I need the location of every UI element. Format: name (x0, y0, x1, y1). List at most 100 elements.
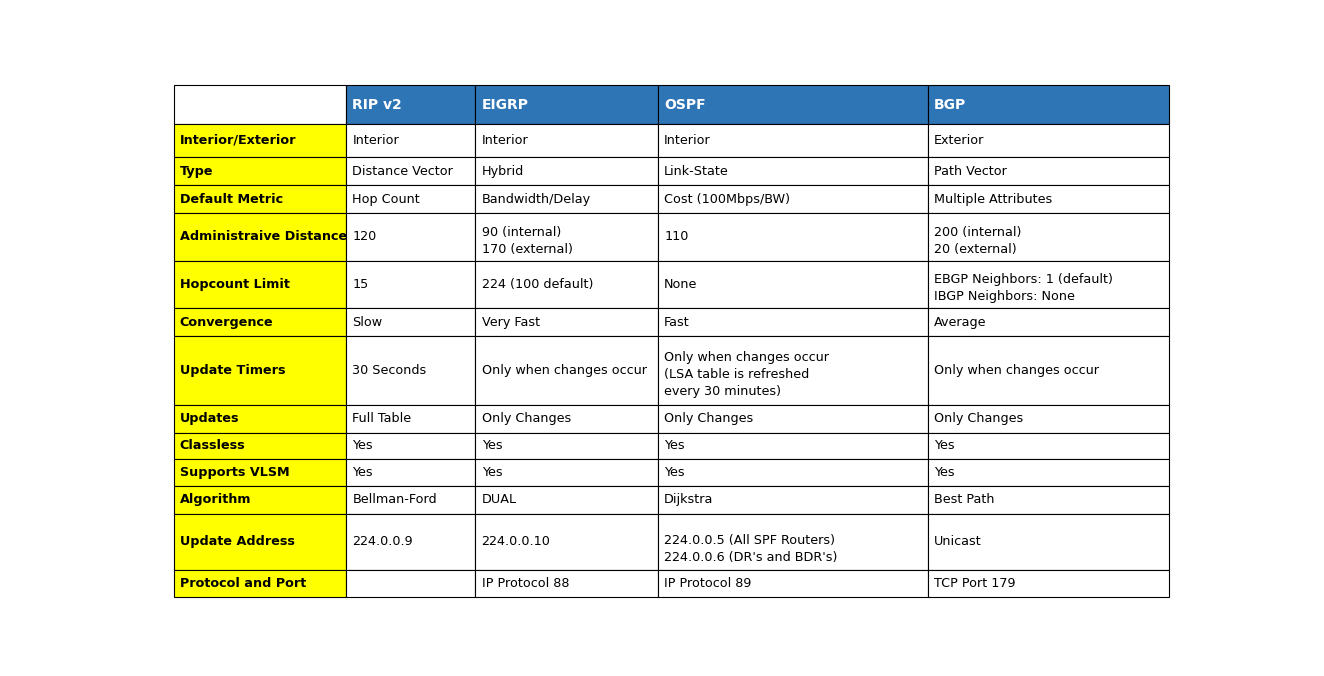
Text: Slow: Slow (352, 316, 383, 329)
Text: 224.0.0.5 (All SPF Routers)
224.0.0.6 (DR's and BDR's): 224.0.0.5 (All SPF Routers) 224.0.0.6 (D… (665, 534, 838, 564)
Bar (658, 124, 928, 158)
Bar (928, 308, 1169, 336)
Text: Hop Count: Hop Count (352, 193, 420, 206)
Text: Hybrid: Hybrid (482, 165, 524, 178)
Text: Fast: Fast (665, 316, 690, 329)
Text: Update Address: Update Address (180, 535, 295, 548)
Text: 200 (internal)
20 (external): 200 (internal) 20 (external) (933, 226, 1021, 256)
Bar (658, 485, 928, 514)
Text: Interior: Interior (352, 134, 399, 147)
Bar (475, 85, 658, 124)
Bar (928, 336, 1169, 405)
Text: Multiple Attributes: Multiple Attributes (933, 193, 1053, 206)
Bar (658, 514, 928, 569)
Bar (173, 336, 346, 405)
Text: Very Fast: Very Fast (482, 316, 540, 329)
Text: 110: 110 (665, 231, 688, 243)
Text: Supports VLSM: Supports VLSM (180, 466, 290, 479)
Text: Full Table: Full Table (352, 412, 412, 425)
Text: EBGP Neighbors: 1 (default)
IBGP Neighbors: None: EBGP Neighbors: 1 (default) IBGP Neighbo… (933, 273, 1113, 304)
Bar (346, 85, 475, 124)
Bar (658, 185, 928, 213)
Bar (173, 213, 346, 261)
Text: Hopcount Limit: Hopcount Limit (180, 278, 290, 291)
Bar (346, 459, 475, 485)
Text: Protocol and Port: Protocol and Port (180, 577, 306, 590)
Bar (173, 405, 346, 433)
Bar (173, 261, 346, 308)
Text: Only when changes occur
(LSA table is refreshed
every 30 minutes): Only when changes occur (LSA table is re… (665, 351, 829, 397)
Bar (475, 459, 658, 485)
Text: Link-State: Link-State (665, 165, 730, 178)
Text: Algorithm: Algorithm (180, 493, 252, 506)
Text: Cost (100Mbps/BW): Cost (100Mbps/BW) (665, 193, 790, 206)
Bar (658, 569, 928, 598)
Bar (173, 308, 346, 336)
Bar (173, 85, 346, 124)
Bar (475, 261, 658, 308)
Bar (928, 185, 1169, 213)
Text: Yes: Yes (352, 439, 373, 452)
Bar (346, 185, 475, 213)
Text: Type: Type (180, 165, 213, 178)
Bar (658, 459, 928, 485)
Text: Only Changes: Only Changes (665, 412, 753, 425)
Text: Yes: Yes (933, 466, 955, 479)
Text: BGP: BGP (933, 97, 967, 112)
Bar (346, 336, 475, 405)
Bar (928, 433, 1169, 459)
Bar (475, 485, 658, 514)
Text: 90 (internal)
170 (external): 90 (internal) 170 (external) (482, 226, 572, 256)
Bar (173, 485, 346, 514)
Text: Bellman-Ford: Bellman-Ford (352, 493, 437, 506)
Bar (658, 158, 928, 185)
Text: Classless: Classless (180, 439, 245, 452)
Bar (173, 158, 346, 185)
Text: 224 (100 default): 224 (100 default) (482, 278, 593, 291)
Bar (475, 433, 658, 459)
Text: 120: 120 (352, 231, 376, 243)
Bar (346, 485, 475, 514)
Bar (928, 405, 1169, 433)
Text: Best Path: Best Path (933, 493, 994, 506)
Bar (346, 261, 475, 308)
Text: Only Changes: Only Changes (482, 412, 571, 425)
Text: Administraive Distance: Administraive Distance (180, 231, 347, 243)
Bar (346, 514, 475, 569)
Bar (928, 514, 1169, 569)
Bar (173, 124, 346, 158)
Text: TCP Port 179: TCP Port 179 (933, 577, 1016, 590)
Text: None: None (665, 278, 698, 291)
Bar (475, 514, 658, 569)
Text: Yes: Yes (482, 466, 502, 479)
Bar (475, 336, 658, 405)
Bar (658, 336, 928, 405)
Bar (475, 158, 658, 185)
Text: RIP v2: RIP v2 (352, 97, 402, 112)
Bar (658, 261, 928, 308)
Bar (658, 85, 928, 124)
Bar (928, 485, 1169, 514)
Bar (928, 158, 1169, 185)
Bar (173, 459, 346, 485)
Text: Average: Average (933, 316, 986, 329)
Text: Yes: Yes (665, 466, 685, 479)
Text: 224.0.0.9: 224.0.0.9 (352, 535, 413, 548)
Text: Only Changes: Only Changes (933, 412, 1023, 425)
Bar (928, 213, 1169, 261)
Text: Yes: Yes (665, 439, 685, 452)
Bar (928, 569, 1169, 598)
Bar (346, 308, 475, 336)
Text: 30 Seconds: 30 Seconds (352, 364, 426, 377)
Text: DUAL: DUAL (482, 493, 516, 506)
Text: OSPF: OSPF (665, 97, 706, 112)
Text: IP Protocol 89: IP Protocol 89 (665, 577, 752, 590)
Bar (346, 405, 475, 433)
Bar (475, 569, 658, 598)
Bar (173, 514, 346, 569)
Bar (928, 459, 1169, 485)
Text: Exterior: Exterior (933, 134, 985, 147)
Bar (658, 433, 928, 459)
Bar (928, 85, 1169, 124)
Text: Convergence: Convergence (180, 316, 274, 329)
